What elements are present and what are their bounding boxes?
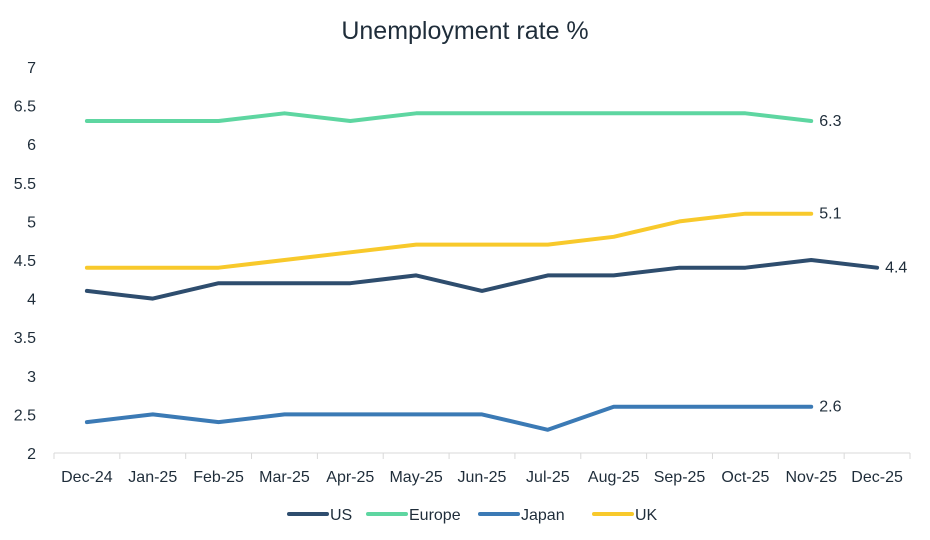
y-tick-label: 5 xyxy=(27,214,36,231)
y-tick-label: 2.5 xyxy=(14,407,36,424)
chart-title: Unemployment rate % xyxy=(341,17,588,45)
end-label-uk: 5.1 xyxy=(819,206,841,223)
series-line-japan xyxy=(84,404,814,432)
legend-label-europe: Europe xyxy=(409,507,461,524)
series-line-us xyxy=(84,258,880,301)
y-tick-label: 6 xyxy=(27,137,36,154)
x-tick-label: Oct-25 xyxy=(721,469,769,486)
x-tick-label: Apr-25 xyxy=(326,469,374,486)
legend-label-japan: Japan xyxy=(521,507,565,524)
y-tick-label: 4 xyxy=(27,292,36,309)
series-line-europe xyxy=(84,111,814,123)
x-tick-label: Dec-25 xyxy=(851,469,903,486)
x-tick-label: May-25 xyxy=(389,469,442,486)
y-tick-label: 3.5 xyxy=(14,330,36,347)
x-tick-label: Aug-25 xyxy=(588,469,640,486)
end-label-europe: 6.3 xyxy=(819,113,841,130)
end-label-japan: 2.6 xyxy=(819,399,841,416)
x-tick-label: Jun-25 xyxy=(458,469,507,486)
legend-label-uk: UK xyxy=(635,507,658,524)
y-tick-label: 7 xyxy=(27,60,36,77)
series-line-uk xyxy=(84,211,814,270)
x-tick-label: Dec-24 xyxy=(61,469,113,486)
x-tick-label: Feb-25 xyxy=(193,469,244,486)
y-tick-label: 3 xyxy=(27,369,36,386)
x-tick-label: Jul-25 xyxy=(526,469,570,486)
x-tick-label: Mar-25 xyxy=(259,469,310,486)
y-tick-label: 4.5 xyxy=(14,253,36,270)
end-label-us: 4.4 xyxy=(885,260,907,277)
y-tick-label: 6.5 xyxy=(14,99,36,116)
y-tick-label: 5.5 xyxy=(14,176,36,193)
x-tick-label: Jan-25 xyxy=(128,469,177,486)
y-tick-label: 2 xyxy=(27,446,36,463)
x-tick-label: Nov-25 xyxy=(785,469,837,486)
x-tick-label: Sep-25 xyxy=(654,469,706,486)
legend-label-us: US xyxy=(330,507,352,524)
